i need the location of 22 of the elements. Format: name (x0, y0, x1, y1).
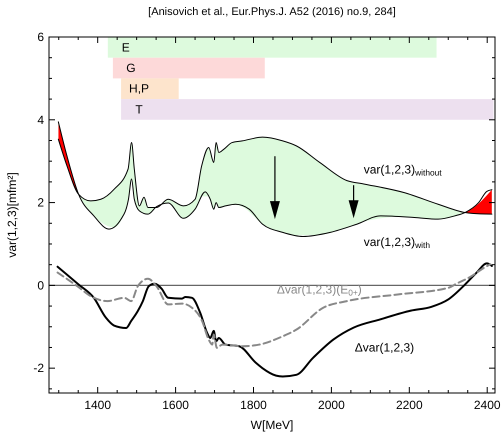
x-tick-label: 1600 (162, 398, 190, 412)
y-tick-label: 0 (37, 278, 44, 292)
series-label: var(1,2,3)$_{with}$ (364, 235, 430, 250)
x-tick-label: 2400 (474, 398, 501, 412)
series-label: Δvar(1,2,3) (354, 340, 414, 355)
x-tick-label: 2200 (396, 398, 423, 412)
x-tick-label: 1400 (84, 398, 112, 412)
y-tick-label: 6 (37, 30, 44, 44)
band-label: G (126, 61, 136, 76)
x-tick-label: 1800 (240, 398, 268, 412)
y-tick-label: -2 (33, 361, 44, 376)
y-tick-label: 2 (37, 196, 44, 210)
y-axis-title: var(1,2,3)[mfm²] (5, 172, 19, 258)
x-tick-label: 2000 (318, 398, 346, 412)
y-tick-label: 4 (37, 112, 44, 127)
series-label: Δvar(1,2,3)(E$_{0+}$) (276, 282, 362, 298)
chart-title: [Anisovich et al., Eur.Phys.J. A52 (2016) no.9, 284] (148, 6, 396, 18)
band-label: E (122, 40, 130, 54)
x-axis-title: W[MeV] (250, 418, 294, 432)
band-label: T (135, 102, 144, 116)
band-label: H,P (129, 82, 150, 96)
series-label: var(1,2,3)$_{without}$ (364, 162, 442, 178)
